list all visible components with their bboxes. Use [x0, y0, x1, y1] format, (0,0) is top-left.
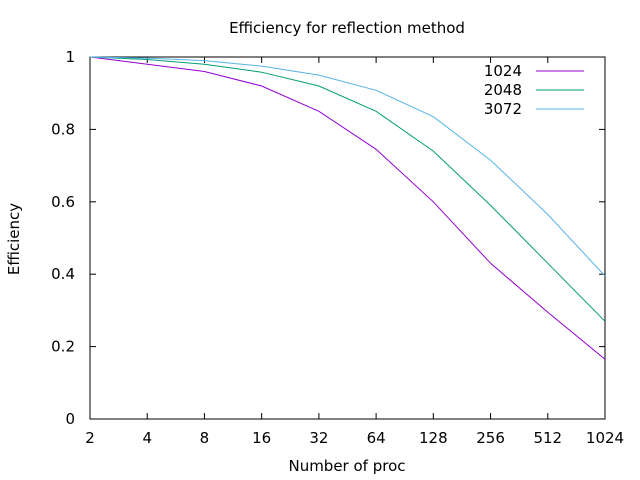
y-axis-label: Efficiency — [5, 203, 23, 275]
x-tick-label: 32 — [309, 429, 328, 447]
x-tick-label: 8 — [200, 429, 210, 447]
y-tick-label: 1 — [65, 48, 75, 66]
y-tick-label: 0.2 — [51, 338, 75, 356]
x-tick-label: 64 — [367, 429, 386, 447]
x-tick-label: 256 — [476, 429, 505, 447]
series-line-1024 — [89, 56, 606, 360]
plot-frame — [89, 56, 606, 420]
legend-label: 2048 — [484, 81, 522, 99]
legend-label: 3072 — [484, 100, 522, 118]
x-tick-label: 128 — [419, 429, 448, 447]
y-tick-label: 0.4 — [51, 265, 75, 283]
y-tick-label: 0.8 — [51, 120, 75, 138]
x-tick-label: 512 — [533, 429, 562, 447]
y-tick-label: 0 — [65, 410, 75, 428]
legend-label: 1024 — [484, 62, 522, 80]
chart-title: Efficiency for reflection method — [229, 19, 465, 37]
series-line-2048 — [89, 56, 606, 322]
axis-ticks: 2 4 8 16 32 64 128 256 512 1024 0 0.2 0.4 0.6 0.8 1 — [51, 48, 624, 447]
series-line-3072 — [89, 56, 606, 277]
series-lines — [89, 56, 606, 360]
y-tick-label: 0.6 — [51, 193, 75, 211]
x-tick-label: 1024 — [586, 429, 624, 447]
x-tick-label: 2 — [85, 429, 95, 447]
x-tick-label: 16 — [252, 429, 271, 447]
x-axis-label: Number of proc — [288, 457, 405, 475]
x-tick-label: 4 — [142, 429, 152, 447]
